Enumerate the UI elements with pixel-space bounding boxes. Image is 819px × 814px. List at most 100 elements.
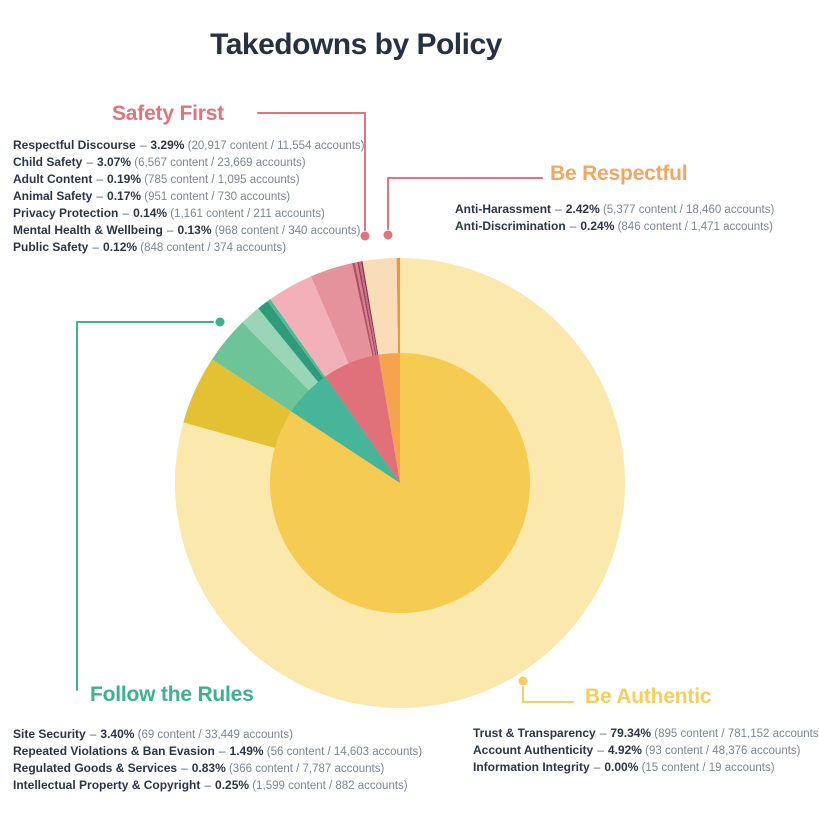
- category-name: Anti-Discrimination: [455, 219, 566, 233]
- dash-separator: –: [139, 138, 147, 152]
- leader-dot-safety-first: [360, 231, 370, 241]
- list-item-trust-transparency: Trust & Transparency –79.34% (895 content…: [473, 725, 819, 742]
- category-name: Child Safety: [13, 155, 83, 169]
- leader-line-follow-the-rules: [76, 321, 214, 691]
- dash-separator: –: [569, 219, 577, 233]
- category-percent: 4.92%: [607, 743, 642, 757]
- page-title: Takedowns by Policy: [210, 28, 502, 61]
- category-percent: 0.12%: [103, 240, 138, 254]
- pie-inner-wedge-be-respectful[interactable]: [378, 353, 400, 483]
- list-item-animal-safety: Animal Safety –0.17% (951 content / 730 a…: [13, 188, 365, 205]
- list-item-public-safety: Public Safety –0.12% (848 content / 374 a…: [13, 239, 365, 256]
- category-percent: 79.34%: [610, 726, 652, 740]
- dash-separator: –: [597, 743, 604, 757]
- policy-list-be-respectful: Anti-Harassment –2.42% (5,377 content / 1…: [455, 201, 774, 235]
- list-item-privacy-protection: Privacy Protection –0.14% (1,161 content …: [13, 205, 365, 222]
- category-percent: 0.13%: [177, 223, 212, 237]
- leader-line-be-authentic: [522, 686, 574, 703]
- group-heading-be-authentic: Be Authentic: [585, 685, 712, 708]
- list-item-information-integrity: Information Integrity –0.00% (15 content …: [473, 759, 819, 776]
- category-name: Adult Content: [13, 172, 93, 186]
- list-item-repeated-violations-ban-evasion: Repeated Violations & Ban Evasion –1.49% …: [13, 743, 422, 760]
- list-item-mental-health-wellbeing: Mental Health & Wellbeing –0.13% (968 con…: [13, 222, 365, 239]
- dash-separator: –: [218, 744, 226, 758]
- pie-inner-wedge-follow-the-rules[interactable]: [291, 376, 400, 483]
- category-counts: (1,599 content / 882 accounts): [249, 780, 408, 792]
- category-counts: (366 content / 7,787 accounts): [225, 763, 385, 775]
- leader-line-be-respectful: [387, 177, 543, 230]
- list-item-respectful-discourse: Respectful Discourse –3.29% (20,917 conte…: [13, 137, 365, 154]
- list-item-anti-harassment: Anti-Harassment –2.42% (5,377 content / 1…: [455, 201, 774, 218]
- policy-list-follow-the-rules: Site Security –3.40% (69 content / 33,449…: [13, 726, 422, 794]
- category-percent: 3.07%: [97, 155, 132, 169]
- list-item-account-authenticity: Account Authenticity –4.92% (93 content /…: [473, 742, 819, 759]
- category-counts: (69 content / 33,449 accounts): [134, 729, 293, 741]
- leader-line-safety-first: [257, 112, 366, 231]
- category-counts: (15 content / 19 accounts): [638, 762, 775, 774]
- group-heading-safety-first: Safety First: [112, 102, 224, 125]
- category-counts: (6,567 content / 23,669 accounts): [131, 157, 306, 169]
- group-heading-be-respectful: Be Respectful: [550, 162, 688, 185]
- dash-separator: –: [593, 760, 601, 774]
- leader-dot-be-respectful: [383, 230, 393, 240]
- category-counts: (846 content / 1,471 accounts): [614, 221, 773, 233]
- dash-separator: –: [86, 155, 94, 169]
- policy-list-be-authentic: Trust & Transparency –79.34% (895 content…: [473, 725, 819, 776]
- dash-separator: –: [96, 189, 104, 203]
- dash-separator: –: [122, 206, 130, 220]
- category-percent: 0.17%: [107, 189, 142, 203]
- category-name: Regulated Goods & Services: [13, 761, 178, 775]
- category-name: Repeated Violations & Ban Evasion: [13, 744, 215, 758]
- policy-list-safety-first: Respectful Discourse –3.29% (20,917 conte…: [13, 137, 365, 256]
- category-counts: (968 content / 340 accounts): [211, 225, 361, 237]
- dash-separator: –: [96, 172, 103, 186]
- list-item-child-safety: Child Safety –3.07% (6,567 content / 23,6…: [13, 154, 365, 171]
- category-name: Public Safety: [13, 240, 89, 254]
- list-item-regulated-goods-services: Regulated Goods & Services –0.83% (366 co…: [13, 760, 422, 777]
- pie-inner-wedge-safety-first[interactable]: [325, 354, 400, 483]
- category-percent: 3.40%: [100, 727, 135, 741]
- dash-separator: –: [204, 778, 212, 792]
- category-name: Privacy Protection: [13, 206, 119, 220]
- dash-separator: –: [555, 202, 562, 216]
- category-percent: 0.83%: [191, 761, 226, 775]
- category-percent: 0.14%: [133, 206, 168, 220]
- category-percent: 0.24%: [580, 219, 615, 233]
- category-percent: 2.42%: [565, 202, 600, 216]
- category-name: Account Authenticity: [473, 743, 594, 757]
- category-name: Mental Health & Wellbeing: [13, 223, 163, 237]
- category-counts: (93 content / 48,376 accounts): [641, 745, 801, 757]
- category-name: Trust & Transparency: [473, 726, 596, 740]
- category-name: Intellectual Property & Copyright: [13, 778, 201, 792]
- category-name: Anti-Harassment: [455, 202, 552, 216]
- leader-dot-be-authentic: [518, 676, 528, 686]
- category-percent: 0.19%: [107, 172, 142, 186]
- category-name: Information Integrity: [473, 760, 590, 774]
- group-heading-follow-the-rules: Follow the Rules: [90, 683, 254, 706]
- category-counts: (848 content / 374 accounts): [137, 242, 287, 254]
- category-counts: (20,917 content / 11,554 accounts): [184, 140, 365, 152]
- category-name: Respectful Discourse: [13, 138, 136, 152]
- category-counts: (5,377 content / 18,460 accounts): [599, 204, 775, 216]
- list-item-site-security: Site Security –3.40% (69 content / 33,449…: [13, 726, 422, 743]
- dash-separator: –: [89, 727, 97, 741]
- category-counts: (785 content / 1,095 accounts): [141, 174, 300, 186]
- category-name: Site Security: [13, 727, 86, 741]
- dash-separator: –: [166, 223, 174, 237]
- category-counts: (1,161 content / 211 accounts): [167, 208, 325, 220]
- pie-inner-wedge-be-authentic[interactable]: [270, 353, 531, 613]
- category-percent: 0.25%: [215, 778, 250, 792]
- dash-separator: –: [181, 761, 188, 775]
- dash-separator: –: [92, 240, 100, 254]
- list-item-intellectual-property-copyright: Intellectual Property & Copyright –0.25% …: [13, 777, 422, 794]
- category-counts: (895 content / 781,152 accounts): [651, 728, 819, 740]
- list-item-adult-content: Adult Content –0.19% (785 content / 1,095…: [13, 171, 365, 188]
- dash-separator: –: [599, 726, 607, 740]
- category-percent: 0.00%: [604, 760, 639, 774]
- category-name: Animal Safety: [13, 189, 93, 203]
- list-item-anti-discrimination: Anti-Discrimination –0.24% (846 content /…: [455, 218, 774, 235]
- category-counts: (56 content / 14,603 accounts): [263, 746, 423, 758]
- leader-dot-follow-the-rules: [215, 317, 225, 327]
- category-counts: (951 content / 730 accounts): [141, 191, 291, 203]
